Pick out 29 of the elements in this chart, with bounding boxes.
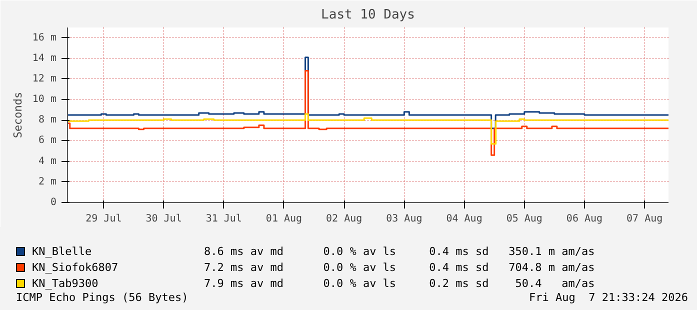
text: 7.9 ms av md 0.0 % av ls 0.2 ms sd 50.4 am/as	[204, 277, 595, 291]
y-tick-label: 6 m	[38, 135, 56, 146]
y-tick-label: 4 m	[38, 156, 56, 167]
y-tick-label: 16 m	[32, 32, 57, 44]
legend-label: KN_Siofok6807	[32, 261, 118, 275]
x-tick-label: 01 Aug	[266, 214, 302, 224]
chart-title: Last 10 Days	[321, 8, 415, 22]
legend-label: KN_Blelle	[32, 245, 92, 259]
y-axis-title: Seconds	[11, 92, 24, 138]
text: Fri Aug 7 21:33:24 2026	[529, 291, 688, 305]
x-tick-label: 03 Aug	[386, 214, 422, 224]
text: 7.2 ms av md 0.0 % av ls 0.4 ms sd 704.8 m am/as	[204, 261, 595, 275]
x-tick-label: 30 Jul	[146, 214, 182, 224]
y-tick-label: 2 m	[38, 176, 56, 188]
y-tick-label: 14 m	[32, 52, 57, 64]
x-tick-label: 07 Aug	[626, 214, 663, 224]
y-tick-label: 12 m	[32, 73, 57, 84]
x-tick-label: 31 Jul	[206, 214, 242, 224]
text: ICMP Echo Pings (56 Bytes)	[16, 291, 188, 305]
y-tick-label: 8 m	[38, 114, 56, 126]
x-tick-label: 29 Jul	[86, 214, 122, 224]
y-tick-label: 0	[50, 197, 57, 208]
x-tick-label: 05 Aug	[506, 214, 542, 224]
x-tick-label: 06 Aug	[566, 214, 603, 224]
x-tick-label: 02 Aug	[326, 214, 362, 224]
x-tick-label: 04 Aug	[446, 214, 482, 224]
y-tick-label: 10 m	[32, 94, 57, 106]
legend-label: KN_Tab9300	[32, 277, 98, 291]
text: 8.6 ms av md 0.0 % av ls 0.4 ms sd 350.1 m am/as	[204, 245, 595, 259]
